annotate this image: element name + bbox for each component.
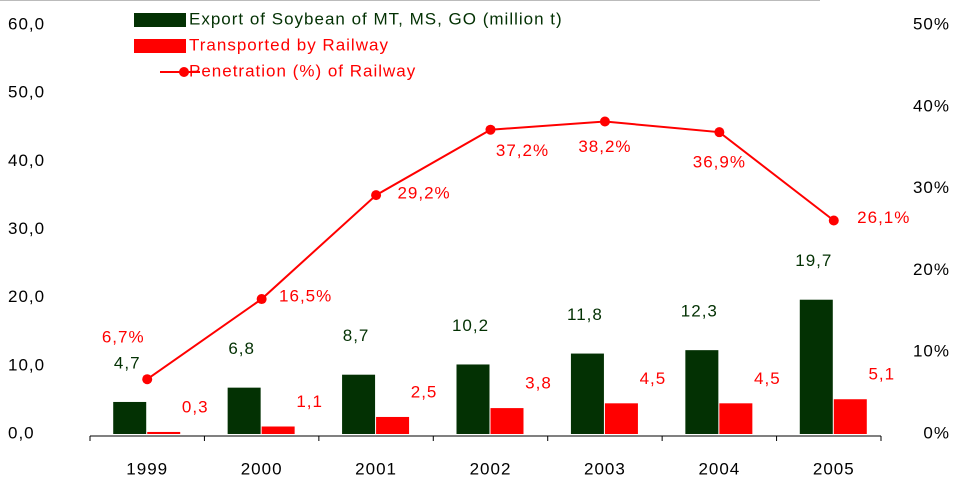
value-label: 4,5 <box>754 369 781 388</box>
y-tick-label: 0,0 <box>8 423 35 442</box>
legend-label: Penetration (%) of Railway <box>189 61 416 80</box>
line-point <box>599 116 610 127</box>
bar <box>570 353 604 434</box>
bar <box>113 401 147 434</box>
value-label: 3,8 <box>525 374 552 393</box>
bar <box>604 403 638 434</box>
bar <box>147 431 181 434</box>
legend-label: Transported by Railway <box>189 35 389 54</box>
bar <box>833 399 867 434</box>
line-point <box>828 215 839 226</box>
value-label: 11,8 <box>567 305 603 324</box>
bar <box>261 426 295 434</box>
line-point <box>485 124 496 135</box>
y-tick-label: 30,0 <box>8 219 45 238</box>
legend-swatch <box>134 39 186 53</box>
line-point <box>714 127 725 138</box>
value-label: 8,7 <box>343 326 370 345</box>
bar <box>376 416 410 434</box>
x-tick-label: 2001 <box>355 459 397 478</box>
y2-tick-label: 40% <box>913 96 950 115</box>
bar <box>342 374 376 434</box>
value-label: 16,5% <box>279 287 332 306</box>
y-tick-label: 50,0 <box>8 83 45 102</box>
bar <box>227 387 261 434</box>
value-label: 36,9% <box>693 153 746 172</box>
legend-marker <box>179 67 189 77</box>
bar <box>799 299 833 434</box>
y-tick-label: 10,0 <box>8 355 45 374</box>
value-label: 1,1 <box>296 392 323 411</box>
value-label: 4,5 <box>640 369 667 388</box>
x-tick-label: 2002 <box>470 459 512 478</box>
y2-tick-label: 20% <box>913 260 950 279</box>
value-label: 38,2% <box>578 137 631 156</box>
value-label: 2,5 <box>411 382 438 401</box>
y2-tick-label: 50% <box>913 14 950 33</box>
x-tick-label: 2005 <box>813 459 855 478</box>
x-tick-label: 2000 <box>241 459 283 478</box>
value-label: 5,1 <box>868 365 895 384</box>
y2-tick-label: 30% <box>913 178 950 197</box>
x-tick-label: 1999 <box>126 459 168 478</box>
line-point <box>256 294 267 305</box>
y-tick-label: 20,0 <box>8 287 45 306</box>
value-label: 19,7 <box>795 251 832 270</box>
value-label: 6,8 <box>228 339 255 358</box>
bar <box>685 350 719 434</box>
value-label: 6,7% <box>102 328 145 347</box>
y-tick-label: 60,0 <box>8 14 45 33</box>
line-point <box>142 374 153 385</box>
value-label: 37,2% <box>496 141 549 160</box>
y2-tick-label: 0% <box>923 423 950 442</box>
value-label: 29,2% <box>397 184 450 203</box>
value-label: 0,3 <box>182 397 209 416</box>
x-tick-label: 2004 <box>698 459 740 478</box>
bar <box>490 408 524 434</box>
line-point <box>371 190 382 201</box>
value-label: 10,2 <box>452 316 489 335</box>
value-label: 26,1% <box>857 208 910 227</box>
legend-swatch <box>134 13 186 27</box>
value-label: 4,7 <box>114 353 141 372</box>
x-tick-label: 2003 <box>584 459 626 478</box>
y2-tick-label: 10% <box>913 342 950 361</box>
y-tick-label: 40,0 <box>8 151 45 170</box>
legend-label: Export of Soybean of MT, MS, GO (million… <box>189 9 563 28</box>
bar <box>719 403 753 434</box>
bar <box>456 364 490 434</box>
value-label: 12,3 <box>681 302 718 321</box>
